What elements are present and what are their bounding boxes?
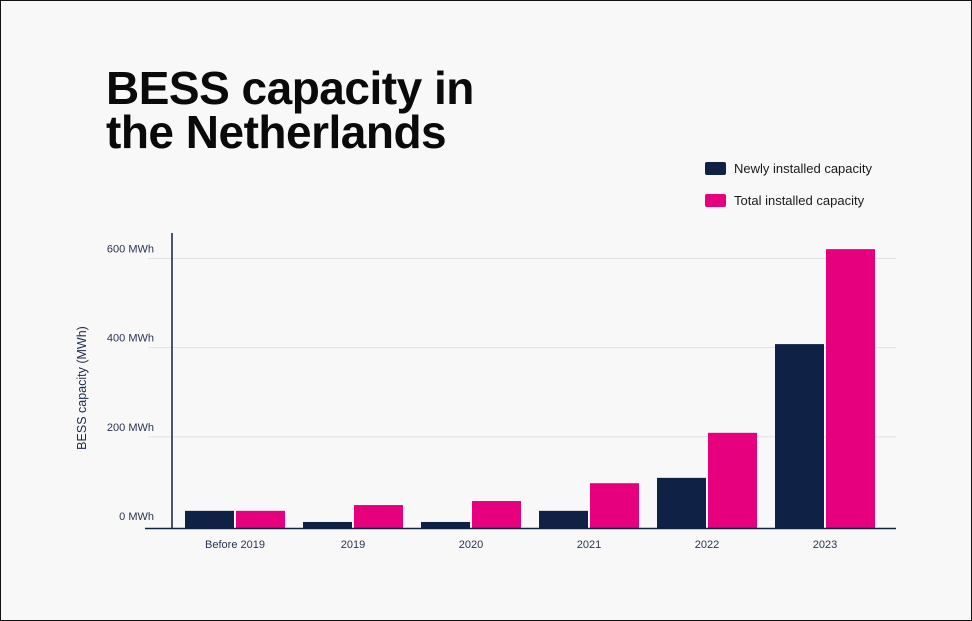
bar-total	[236, 510, 285, 528]
bar-total	[354, 505, 403, 528]
bar-newly	[539, 510, 588, 528]
bar-total	[826, 249, 875, 528]
x-tick-label: 2019	[341, 539, 365, 551]
bar-newly	[421, 521, 470, 528]
legend-swatch	[705, 194, 726, 207]
bar-newly	[185, 510, 234, 528]
y-tick-label: 0 MWh	[119, 511, 154, 523]
legend-swatch	[705, 162, 726, 175]
legend-label: Newly installed capacity	[734, 161, 873, 176]
x-tick-label: 2021	[577, 539, 601, 551]
bar-total	[472, 501, 521, 528]
y-tick-label: 600 MWh	[107, 244, 154, 256]
bar-total	[708, 432, 757, 528]
y-axis-label: BESS capacity (MWh)	[75, 326, 89, 450]
x-tick-label: 2023	[813, 539, 837, 551]
bar-newly	[303, 521, 352, 528]
bar-newly	[657, 477, 706, 528]
y-tick-label: 200 MWh	[107, 422, 154, 434]
x-tick-label: Before 2019	[205, 539, 265, 551]
legend-label: Total installed capacity	[734, 193, 865, 208]
x-tick-label: 2022	[695, 539, 719, 551]
bar-newly	[775, 344, 824, 528]
bar-total	[590, 483, 639, 528]
x-tick-label: 2020	[459, 539, 483, 551]
y-tick-label: 400 MWh	[107, 333, 154, 345]
title-line-2: the Netherlands	[106, 106, 447, 158]
chart-title: BESS capacity in the Netherlands	[106, 62, 474, 158]
title-line-1: BESS capacity in	[106, 62, 474, 114]
